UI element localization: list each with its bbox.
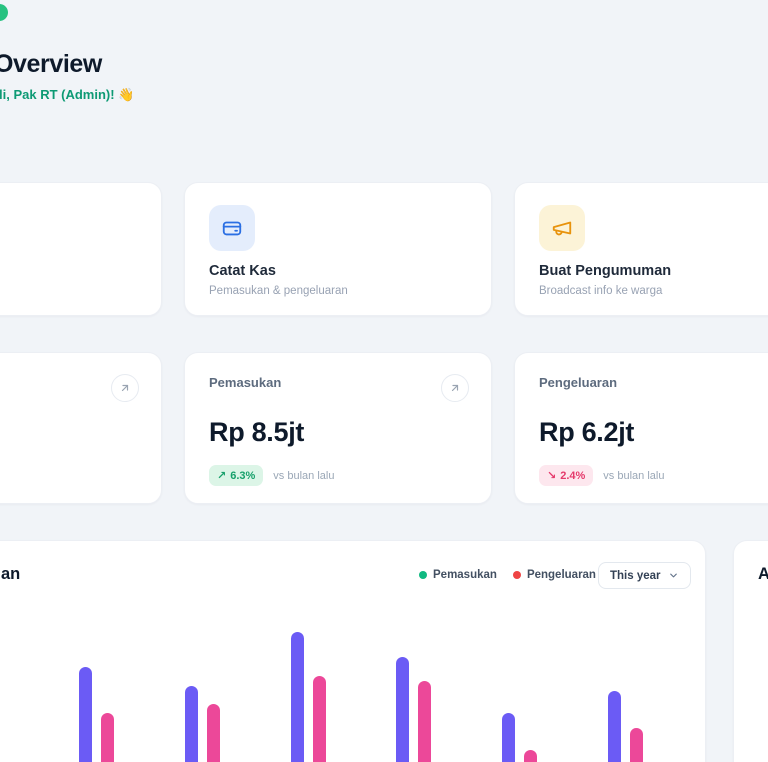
action-title: Catat Kas bbox=[209, 263, 276, 279]
chart-title-fragment: an bbox=[1, 565, 21, 583]
bar-pemasukan-1 bbox=[184, 685, 198, 762]
bar-pengeluaran-1 bbox=[206, 704, 220, 762]
trend-down-icon: ↘ bbox=[547, 470, 557, 482]
trend-badge-positive: ↗ 6.3% bbox=[209, 465, 264, 486]
page-title: Overview bbox=[0, 50, 102, 78]
stat-value: Rp 6.2jt bbox=[539, 417, 635, 447]
side-panel-title-fragment: A bbox=[758, 565, 768, 583]
open-detail-button[interactable] bbox=[111, 374, 139, 402]
trend-badge-negative: ↘ 2.4% bbox=[539, 465, 594, 486]
bar-pengeluaran-3 bbox=[418, 680, 432, 762]
bar-pengeluaran-5 bbox=[630, 727, 643, 762]
legend-label: Pengeluaran bbox=[526, 569, 596, 581]
action-subtitle: Broadcast info ke warga bbox=[539, 285, 663, 297]
arrow-up-right-icon bbox=[121, 384, 129, 392]
bar-pengeluaran-2 bbox=[312, 675, 326, 762]
bar-pengeluaran-4 bbox=[524, 749, 538, 762]
arrow-up-right-icon bbox=[451, 384, 459, 392]
chart-legend: Pemasukan Pengeluaran bbox=[419, 569, 596, 581]
chevron-down-icon bbox=[669, 573, 677, 578]
bar-pemasukan-3 bbox=[396, 657, 410, 762]
action-card-buat-pengumuman[interactable]: Buat Pengumuman Broadcast info ke warga bbox=[514, 182, 768, 316]
trend-up-icon: ↗ bbox=[217, 470, 227, 482]
legend-label: Pemasukan bbox=[433, 569, 497, 581]
bar-pemasukan-2 bbox=[290, 632, 304, 762]
bar-pemasukan-4 bbox=[502, 712, 516, 762]
period-dropdown-value: This year bbox=[610, 569, 661, 582]
legend-dot-red bbox=[512, 571, 521, 579]
bar-pemasukan-0 bbox=[79, 667, 92, 762]
action-title: Buat Pengumuman bbox=[539, 263, 672, 279]
stat-card-pengeluaran: Pengeluaran Rp 6.2jt ↘ 2.4% vs bulan lal… bbox=[514, 352, 768, 504]
bar-pemasukan-5 bbox=[608, 690, 621, 762]
legend-item-pemasukan: Pemasukan bbox=[419, 569, 497, 581]
action-card-cropped[interactable] bbox=[0, 182, 162, 316]
stat-card-cropped bbox=[0, 352, 162, 504]
stat-label: Pengeluaran bbox=[539, 375, 618, 390]
bar-pengeluaran-0 bbox=[101, 712, 114, 762]
stat-label: Pemasukan bbox=[209, 375, 282, 390]
stat-card-pemasukan: Pemasukan Rp 8.5jt ↗ 6.3% vs bulan lalu bbox=[184, 352, 492, 504]
action-subtitle: Pemasukan & pengeluaran bbox=[209, 285, 348, 297]
legend-dot-green bbox=[419, 571, 427, 579]
finance-chart-card: an Pemasukan Pengeluaran This year bbox=[0, 540, 706, 762]
stat-meta: ↗ 6.3% vs bulan lalu bbox=[209, 465, 334, 486]
action-card-catat-kas[interactable]: Catat Kas Pemasukan & pengeluaran bbox=[184, 182, 492, 316]
compare-text: vs bulan lalu bbox=[603, 469, 665, 482]
compare-text: vs bulan lalu bbox=[273, 469, 335, 482]
greeting-text: li, Pak RT (Admin)! 👋 bbox=[0, 87, 135, 102]
legend-item-pengeluaran: Pengeluaran bbox=[512, 569, 596, 581]
trend-value: 2.4% bbox=[560, 469, 586, 482]
megaphone-icon bbox=[539, 205, 585, 251]
period-dropdown[interactable]: This year bbox=[598, 562, 691, 589]
wallet-icon bbox=[209, 205, 255, 251]
stat-meta: ↘ 2.4% vs bulan lalu bbox=[539, 465, 664, 486]
stat-value: Rp 8.5jt bbox=[209, 417, 305, 447]
brand-dot bbox=[0, 4, 8, 21]
open-detail-button[interactable] bbox=[441, 374, 469, 402]
side-panel-card: A bbox=[733, 540, 768, 762]
trend-value: 6.3% bbox=[230, 469, 256, 482]
